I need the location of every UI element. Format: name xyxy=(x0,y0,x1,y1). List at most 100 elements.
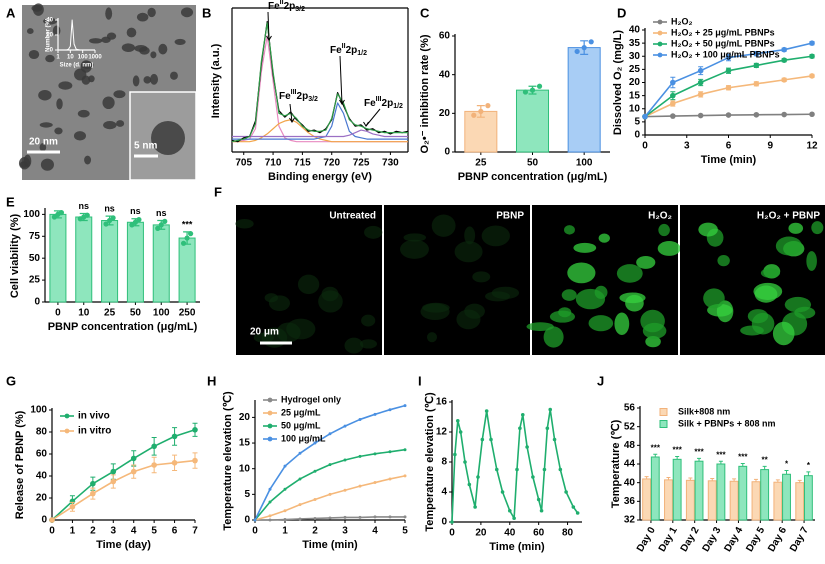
x-tick-label: 5 xyxy=(151,526,157,537)
data-point xyxy=(253,518,257,522)
error-bar xyxy=(740,463,745,467)
data-point xyxy=(283,464,287,468)
data-point xyxy=(809,40,815,46)
legend-marker xyxy=(657,19,663,25)
orbital: 2p xyxy=(346,45,358,56)
nanoparticle xyxy=(150,51,157,59)
orbital: 2p xyxy=(284,1,296,12)
data-line xyxy=(231,21,409,143)
data-point xyxy=(103,221,109,227)
data-point xyxy=(343,515,347,519)
data-point xyxy=(536,497,541,502)
data-point xyxy=(753,81,760,87)
y-axis-label: Release of PBNP (%) xyxy=(14,410,26,519)
bar xyxy=(178,237,196,303)
data-point xyxy=(283,487,287,491)
y-tick-label: 0 xyxy=(441,517,447,528)
data-point xyxy=(90,490,96,497)
element: Fe xyxy=(330,45,342,56)
x-tick-label: 3 xyxy=(342,526,348,537)
legend-label: 100 μg/mL xyxy=(281,433,326,443)
y-tick-label: 15 xyxy=(239,438,251,449)
bar xyxy=(707,480,717,521)
data-point xyxy=(552,437,557,442)
data-point xyxy=(781,77,787,83)
spin-orbit: 1/2 xyxy=(393,103,403,110)
bar xyxy=(642,478,652,521)
cell xyxy=(616,264,643,283)
error-bar xyxy=(732,478,737,482)
legend-swatch xyxy=(659,420,668,428)
data-point xyxy=(507,508,512,513)
arrow-head xyxy=(289,117,295,123)
y-tick-label: 40 xyxy=(36,471,48,482)
y-tick-label: 12 xyxy=(436,427,448,438)
legend-label: in vitro xyxy=(78,426,111,437)
legend-marker xyxy=(267,397,273,403)
data-point xyxy=(328,492,332,496)
nanoparticle xyxy=(88,75,95,83)
x-axis-label: PBNP concentration (μg/mL) xyxy=(458,171,608,183)
data-point xyxy=(453,452,457,457)
x-tick-label: 0 xyxy=(252,526,258,537)
bar xyxy=(75,216,93,303)
cell xyxy=(747,309,769,324)
data-point xyxy=(268,514,272,518)
arrow xyxy=(339,55,343,105)
y-tick-label: 20 xyxy=(629,77,641,88)
legend-marker xyxy=(267,410,273,416)
data-line xyxy=(232,129,408,138)
significance: ns xyxy=(104,204,115,214)
legend-label: Hydrogel only xyxy=(281,394,341,404)
panel-letter: I xyxy=(418,373,422,388)
x-tick-label: Day 0 xyxy=(635,525,658,554)
inset-particle xyxy=(151,121,185,155)
x-axis-label: Time (min) xyxy=(489,541,545,553)
panel-letter: D xyxy=(617,5,626,20)
data-point xyxy=(809,111,815,118)
data-point xyxy=(753,111,760,118)
x-tick-label: 3 xyxy=(111,526,117,537)
x-tick-label: 5 xyxy=(402,526,408,537)
spin-orbit: 3/2 xyxy=(308,96,318,103)
data-point xyxy=(298,517,302,521)
significance: ns xyxy=(156,208,167,218)
x-tick-label: 40 xyxy=(504,528,516,539)
legend-marker xyxy=(657,52,663,58)
x-tick-label: 3 xyxy=(684,141,690,152)
y-tick-label: 56 xyxy=(624,403,636,414)
bar xyxy=(515,89,550,153)
cell xyxy=(658,223,670,237)
y-tick-label: 60 xyxy=(439,31,451,42)
significance: ns xyxy=(130,206,141,216)
data-point xyxy=(781,57,787,63)
spin-orbit: 3/2 xyxy=(295,6,305,13)
data-point xyxy=(480,437,485,442)
nanoparticle xyxy=(39,143,47,152)
y-tick-label: 40 xyxy=(624,477,636,488)
cell xyxy=(567,262,596,284)
data-point xyxy=(136,217,142,223)
data-point xyxy=(358,454,362,458)
data-point xyxy=(697,79,704,86)
data-point xyxy=(575,511,580,515)
data-point xyxy=(151,443,157,450)
legend-marker xyxy=(657,41,663,47)
cell xyxy=(775,236,803,256)
legend-label: in vivo xyxy=(78,411,110,422)
x-tick-label: 4 xyxy=(131,526,137,537)
nanoparticle xyxy=(39,122,53,128)
legend-swatch xyxy=(659,408,668,416)
cell xyxy=(788,222,804,234)
data-point xyxy=(697,67,704,74)
significance: *** xyxy=(738,453,748,462)
nanoparticle xyxy=(113,90,126,99)
nanoparticle xyxy=(58,81,73,90)
y-tick-label: 40 xyxy=(629,25,641,36)
nanoparticle xyxy=(126,27,137,38)
data-point xyxy=(373,452,377,456)
data-point xyxy=(670,79,676,86)
x-tick-label: 50 xyxy=(527,158,539,169)
cell xyxy=(561,289,577,301)
